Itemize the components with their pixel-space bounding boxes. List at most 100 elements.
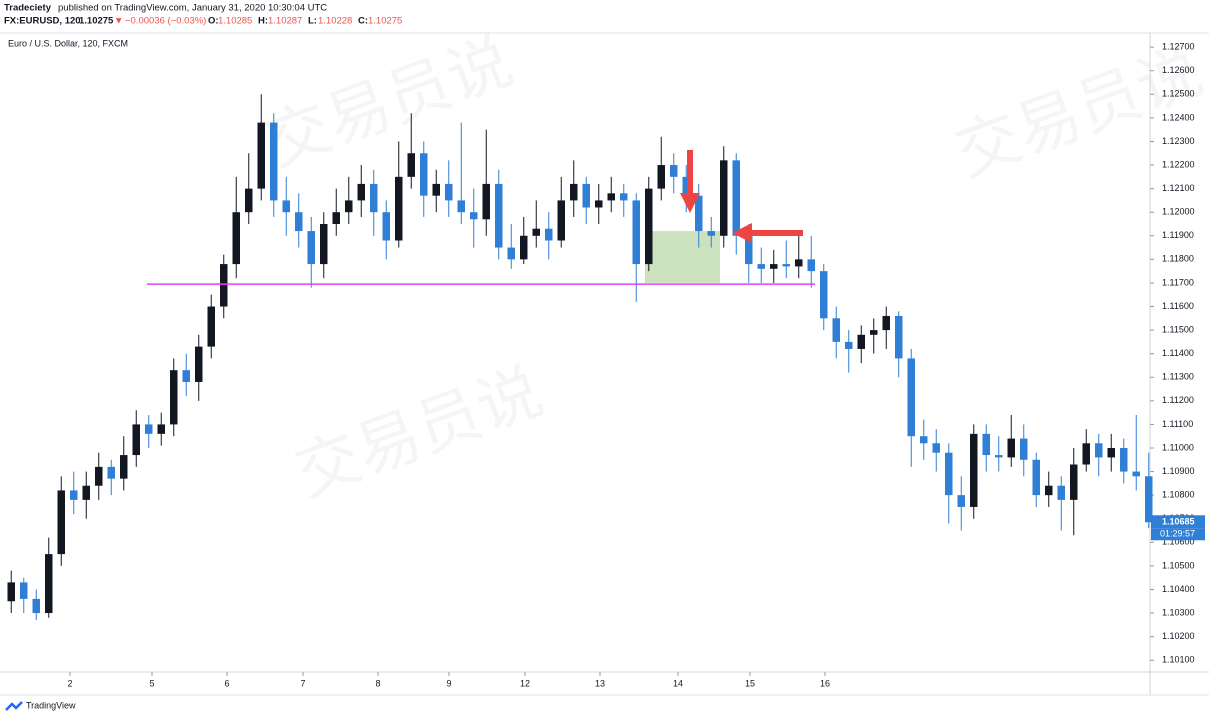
candle-body: [345, 200, 353, 213]
candle-body: [970, 433, 978, 507]
brand: TradingView: [26, 700, 76, 710]
candle-body: [995, 455, 1003, 458]
candle-body: [420, 153, 428, 196]
y-tick-label: 1.12600: [1162, 65, 1195, 75]
arrow-head: [680, 193, 700, 213]
candle-body: [532, 228, 540, 236]
candle-body: [470, 212, 478, 220]
symbol: FX:EURUSD, 120: [4, 16, 81, 27]
x-tick-label: 9: [446, 678, 451, 688]
candle-body: [195, 346, 203, 382]
candle-body: [182, 370, 190, 382]
candle-body: [457, 200, 465, 213]
x-tick-label: 14: [673, 678, 683, 688]
candle-body: [295, 212, 303, 232]
x-tick-label: 16: [820, 678, 830, 688]
arrows: [680, 150, 803, 243]
candle-body: [520, 235, 528, 260]
candle-body: [920, 436, 928, 444]
candle-body: [895, 315, 903, 359]
candle-body: [257, 122, 265, 189]
candle-body: [595, 200, 603, 208]
x-tick-label: 2: [67, 678, 72, 688]
countdown-box: [1151, 528, 1205, 541]
candle-body: [932, 443, 940, 453]
candle-body: [95, 466, 103, 486]
candle-body: [282, 200, 290, 213]
y-tick-label: 1.11100: [1162, 419, 1193, 429]
candle-body: [1132, 471, 1140, 477]
candle-body: [1007, 438, 1015, 458]
y-tick-label: 1.11200: [1162, 395, 1194, 405]
candle-body: [332, 212, 340, 224]
candle-body: [720, 160, 728, 236]
candle-body: [1020, 438, 1028, 460]
ohlc-value: 1.10275: [368, 16, 402, 27]
candle-body: [307, 231, 315, 265]
countdown: 01:29:57: [1160, 529, 1195, 539]
y-tick-label: 1.10100: [1162, 655, 1195, 665]
candle-body: [882, 315, 890, 331]
candle-body: [382, 212, 390, 241]
candle-body: [682, 176, 690, 196]
y-tick-label: 1.10500: [1162, 560, 1195, 570]
last-price-box: [1151, 515, 1205, 529]
candle-body: [320, 223, 328, 265]
y-tick-label: 1.11800: [1162, 254, 1194, 264]
y-tick-label: 1.11000: [1162, 442, 1194, 452]
candle-body: [545, 228, 553, 241]
published: published on TradingView.com, January 31…: [58, 3, 327, 14]
candle-body: [857, 334, 865, 349]
candle-body: [907, 358, 915, 437]
candle-body: [757, 264, 765, 269]
candle-body: [1145, 476, 1153, 523]
y-tick-label: 1.11300: [1162, 372, 1194, 382]
y-tick-label: 1.10300: [1162, 607, 1195, 617]
candle-body: [1045, 485, 1053, 496]
candle-body: [245, 188, 253, 213]
candle-body: [645, 188, 653, 265]
candle-body: [607, 193, 615, 201]
candle-body: [407, 153, 415, 177]
candle-body: [707, 231, 715, 236]
candle-body: [982, 433, 990, 456]
candle-body: [507, 247, 515, 260]
candle-body: [170, 370, 178, 425]
candle-body: [1120, 447, 1128, 472]
candle-body: [632, 200, 640, 265]
price: 1.10275: [79, 16, 114, 27]
y-tick-label: 1.11500: [1162, 324, 1194, 334]
candle-body: [570, 183, 578, 201]
candle-body: [395, 176, 403, 241]
candle-body: [495, 183, 503, 248]
x-tick-label: 12: [520, 678, 530, 688]
candle-body: [120, 455, 128, 479]
candle-body: [582, 183, 590, 208]
candle-body: [1107, 447, 1115, 458]
candle-body: [45, 554, 53, 614]
candle-body: [1070, 464, 1078, 500]
candle-body: [745, 235, 753, 265]
y-tick-label: 1.12200: [1162, 159, 1195, 169]
ohlc-header: O: 1.10285 H: 1.10287 L: 1.10228 C: 1.10275: [208, 16, 402, 27]
y-tick-label: 1.12300: [1162, 136, 1195, 146]
candle-body: [1032, 459, 1040, 496]
candle-body: [870, 330, 878, 335]
candle-body: [820, 271, 828, 319]
candle-body: [207, 306, 215, 347]
candle-body: [70, 490, 78, 500]
y-tick-label: 1.12500: [1162, 89, 1195, 99]
candle-body: [1095, 443, 1103, 458]
change-arrow: ▼: [114, 16, 123, 27]
candle-body: [845, 341, 853, 349]
candle-body: [107, 466, 115, 479]
change: −0.00036 (−0.03%): [125, 16, 206, 27]
x-tick-label: 15: [745, 678, 755, 688]
candle-body: [445, 183, 453, 201]
y-tick-label: 1.10900: [1162, 466, 1195, 476]
candle-body: [357, 183, 365, 201]
candle-body: [370, 183, 378, 213]
y-tick-label: 1.11900: [1162, 230, 1194, 240]
ohlc-label: C:: [358, 16, 368, 27]
